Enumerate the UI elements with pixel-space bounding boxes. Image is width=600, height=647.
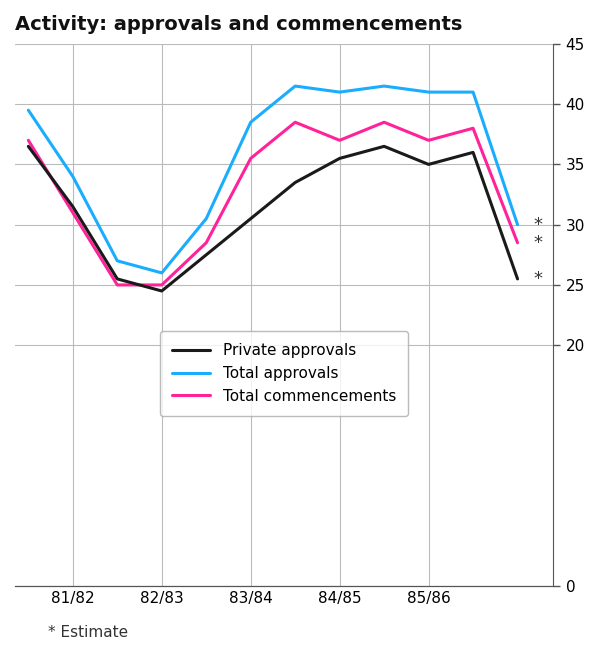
Total commencements (380, 118, 388, 126)
Total commencements (514, 239, 521, 247)
Total approvals (292, 82, 299, 90)
Private approvals (25, 142, 32, 150)
Total commencements (292, 118, 299, 126)
Total approvals (113, 257, 121, 265)
Total approvals (380, 82, 388, 90)
Text: * Estimate: * Estimate (48, 625, 128, 641)
Total commencements (113, 281, 121, 289)
Private approvals (514, 275, 521, 283)
Total commencements (25, 137, 32, 144)
Private approvals (469, 148, 476, 156)
Line: Private approvals: Private approvals (28, 146, 518, 291)
Text: Activity: approvals and commencements: Activity: approvals and commencements (15, 15, 463, 34)
Total approvals (469, 88, 476, 96)
Total approvals (158, 269, 166, 277)
Total commencements (336, 137, 343, 144)
Total commencements (203, 239, 210, 247)
Private approvals (69, 203, 76, 210)
Private approvals (425, 160, 432, 168)
Private approvals (247, 215, 254, 223)
Line: Total approvals: Total approvals (28, 86, 518, 273)
Total commencements (69, 209, 76, 217)
Total commencements (425, 137, 432, 144)
Text: *: * (533, 215, 542, 234)
Total commencements (158, 281, 166, 289)
Total commencements (247, 155, 254, 162)
Line: Total commencements: Total commencements (28, 122, 518, 285)
Total approvals (514, 221, 521, 228)
Text: *: * (533, 234, 542, 252)
Private approvals (158, 287, 166, 295)
Total approvals (69, 173, 76, 181)
Total approvals (247, 118, 254, 126)
Total approvals (203, 215, 210, 223)
Total approvals (425, 88, 432, 96)
Private approvals (292, 179, 299, 186)
Private approvals (113, 275, 121, 283)
Total commencements (469, 124, 476, 132)
Legend: Private approvals, Total approvals, Total commencements: Private approvals, Total approvals, Tota… (160, 331, 408, 416)
Private approvals (203, 251, 210, 259)
Total approvals (25, 106, 32, 114)
Private approvals (336, 155, 343, 162)
Private approvals (380, 142, 388, 150)
Text: *: * (533, 270, 542, 288)
Total approvals (336, 88, 343, 96)
